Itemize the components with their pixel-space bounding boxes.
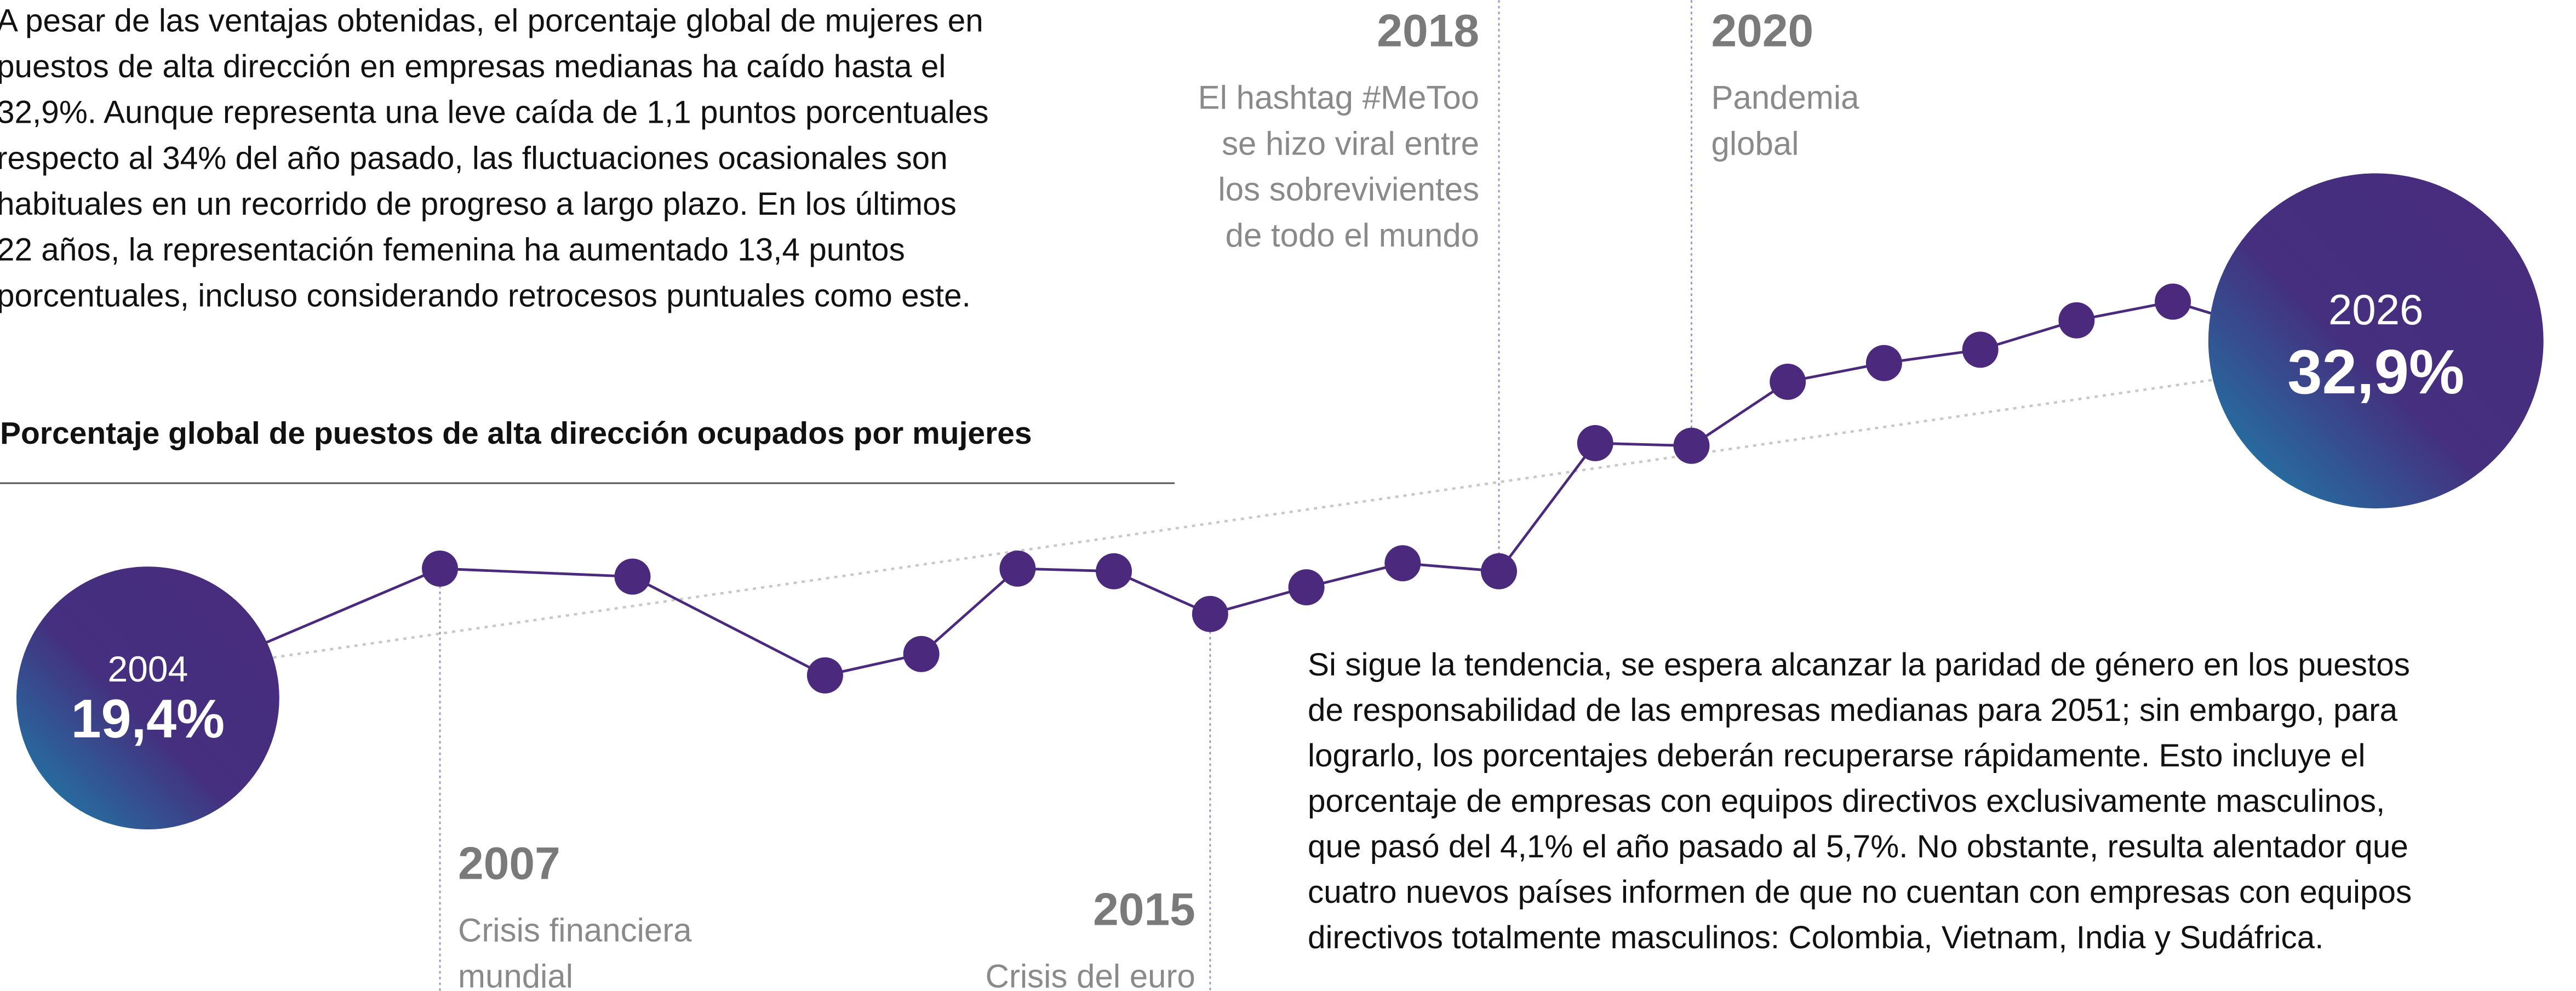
event-text: global — [1711, 125, 1799, 162]
data-point — [422, 550, 459, 587]
data-point — [1481, 553, 1518, 589]
chart-title: Porcentaje global de puestos de alta dir… — [0, 416, 1032, 451]
bubble-value: 32,9% — [2287, 337, 2464, 407]
outro-line: lograrlo, los porcentajes deberán recupe… — [1308, 738, 2366, 774]
trend-line — [151, 365, 2303, 677]
bubble-year: 2004 — [108, 649, 188, 689]
outro-line: que pasó del 4,1% el año pasado al 5,7%.… — [1308, 829, 2408, 864]
data-point — [1096, 553, 1132, 589]
event-text: se hizo viral entre — [1222, 125, 1479, 162]
intro-line: 22 años, la representación femenina ha a… — [0, 232, 905, 268]
event-text: mundial — [458, 958, 573, 991]
event-text: El hashtag #MeToo — [1198, 79, 1479, 116]
outro-line: cuatro nuevos países informen de que no … — [1308, 874, 2412, 910]
intro-line: porcentuales, incluso considerando retro… — [0, 278, 971, 313]
data-point — [1288, 569, 1325, 606]
outro-line: Si sigue la tendencia, se espera alcanza… — [1308, 647, 2410, 683]
event-text: los sobrevivientes — [1218, 171, 1479, 208]
intro-line: respecto al 34% del año pasado, las fluc… — [0, 140, 948, 176]
intro-line: habituales en un recorrido de progreso a… — [0, 186, 957, 222]
outro-line: de responsabilidad de las empresas media… — [1308, 692, 2398, 728]
data-point — [614, 558, 651, 595]
event-text: de todo el mundo — [1226, 217, 1479, 254]
event-text: Pandemia — [1711, 79, 1859, 116]
outro-line: porcentaje de empresas con equipos direc… — [1308, 783, 2385, 819]
outro-line: directivos totalmente masculinos: Colomb… — [1308, 920, 2324, 955]
intro-line: A pesar de las ventajas obtenidas, el po… — [0, 3, 983, 38]
data-point — [2058, 302, 2095, 339]
data-point — [1384, 545, 1421, 582]
end-bubble — [16, 566, 279, 829]
end-bubble — [2208, 173, 2544, 509]
event-year: 2007 — [458, 838, 560, 889]
bubble-year: 2026 — [2328, 285, 2423, 334]
event-year: 2020 — [1711, 4, 1813, 56]
event-text: Crisis financiera — [458, 912, 692, 949]
event-year: 2018 — [1377, 4, 1479, 56]
data-point — [999, 550, 1036, 587]
bubble-value: 19,4% — [71, 688, 225, 749]
data-point — [903, 635, 940, 672]
data-point — [1577, 425, 1613, 461]
data-point — [1192, 595, 1228, 632]
data-point — [1962, 331, 1999, 368]
data-point — [806, 657, 843, 694]
intro-line: puestos de alta dirección en empresas me… — [0, 49, 946, 84]
event-text: Crisis del euro — [986, 958, 1195, 991]
intro-line: 32,9%. Aunque representa una leve caída … — [0, 95, 989, 130]
data-point — [2155, 283, 2191, 320]
event-year: 2015 — [1093, 884, 1195, 935]
data-point — [1865, 345, 1902, 381]
data-point — [1673, 427, 1710, 464]
data-point — [1770, 363, 1806, 400]
